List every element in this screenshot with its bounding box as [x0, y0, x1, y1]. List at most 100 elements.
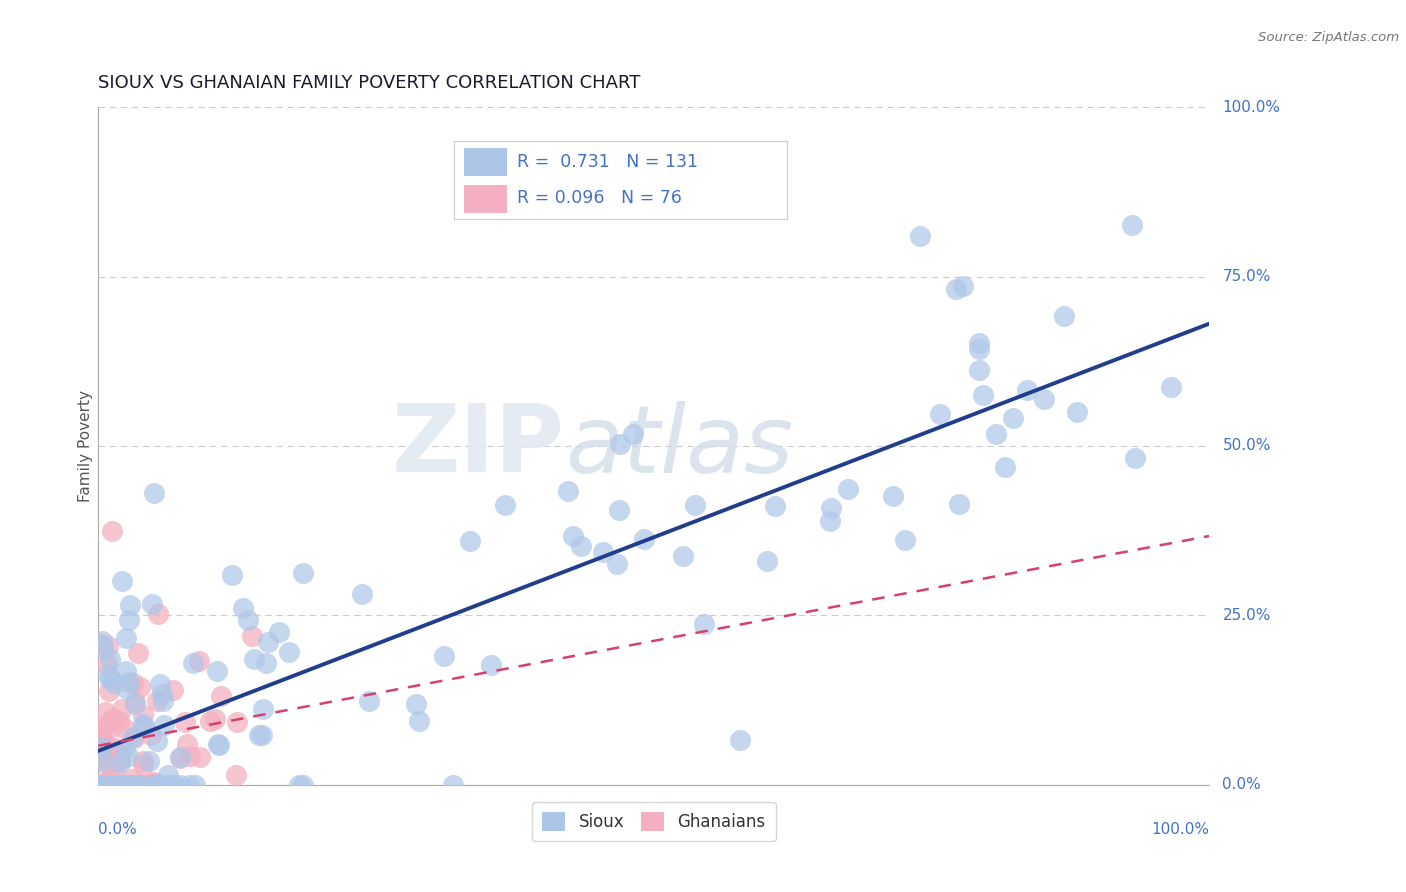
Point [98, 741, 121, 756]
Point [91, 778, 114, 792]
Point [125, 778, 148, 792]
Point [131, 754, 153, 768]
Point [98, 755, 121, 769]
Point [127, 646, 149, 660]
Point [122, 778, 145, 792]
Point [110, 778, 132, 792]
Point [148, 607, 170, 622]
Point [820, 501, 842, 516]
Point [205, 664, 228, 678]
Point [755, 554, 778, 568]
Point [1002, 411, 1025, 425]
Point [91, 735, 114, 749]
Point [441, 778, 464, 792]
Point [148, 778, 170, 792]
Point [155, 778, 177, 792]
Point [108, 756, 131, 770]
Point [110, 778, 132, 792]
Point [207, 737, 229, 751]
Text: atlas: atlas [565, 401, 793, 491]
Point [124, 778, 146, 792]
Point [494, 498, 516, 512]
Point [433, 648, 456, 663]
Point [1125, 450, 1147, 465]
Point [110, 778, 132, 792]
Point [91, 640, 114, 655]
Point [181, 656, 204, 670]
Point [207, 739, 229, 753]
Point [96, 657, 118, 671]
Text: 75.0%: 75.0% [1222, 269, 1271, 284]
Point [120, 778, 142, 792]
Point [97, 640, 120, 654]
Point [115, 632, 138, 646]
Point [1160, 379, 1182, 393]
Point [98, 652, 121, 666]
Point [93, 721, 115, 735]
Point [152, 694, 174, 708]
Point [176, 737, 198, 751]
Text: 0.0%: 0.0% [98, 822, 138, 838]
Point [139, 728, 162, 742]
Point [693, 616, 716, 631]
Point [98, 772, 121, 787]
Point [118, 613, 141, 627]
Point [908, 229, 931, 244]
Point [90, 778, 112, 792]
Point [1066, 405, 1088, 419]
Point [111, 574, 134, 588]
Point [292, 778, 315, 792]
Point [90, 728, 112, 742]
Point [97, 667, 120, 681]
Point [121, 778, 143, 792]
Point [952, 278, 974, 293]
Point [169, 750, 191, 764]
Point [257, 635, 280, 649]
Point [232, 600, 254, 615]
Point [117, 675, 139, 690]
Point [209, 690, 232, 704]
Y-axis label: Family Poverty: Family Poverty [77, 390, 93, 502]
Point [969, 362, 991, 376]
Point [150, 687, 173, 701]
Point [837, 483, 859, 497]
Point [132, 778, 155, 792]
Point [110, 778, 132, 792]
Point [90, 754, 112, 768]
Point [278, 645, 301, 659]
Point [243, 652, 266, 666]
Text: 25.0%: 25.0% [1222, 608, 1271, 623]
Point [967, 335, 990, 350]
Point [90, 725, 112, 739]
Point [134, 718, 156, 732]
Point [103, 778, 125, 792]
Point [96, 745, 118, 759]
Point [188, 749, 211, 764]
Point [145, 778, 167, 792]
Point [765, 499, 787, 513]
Point [91, 778, 114, 792]
Point [252, 702, 274, 716]
Point [479, 658, 502, 673]
Point [994, 459, 1017, 474]
Point [352, 587, 374, 601]
Point [571, 539, 593, 553]
Point [146, 778, 169, 792]
Point [198, 714, 221, 728]
Point [111, 778, 134, 792]
Point [96, 778, 118, 792]
Point [972, 388, 994, 402]
Text: ZIP: ZIP [392, 400, 565, 492]
Point [163, 778, 186, 792]
Point [112, 721, 135, 735]
Point [101, 720, 124, 734]
Point [606, 557, 628, 571]
Point [108, 748, 131, 763]
Point [98, 684, 121, 698]
Point [111, 702, 134, 716]
Point [103, 762, 125, 776]
Point [592, 544, 614, 558]
Point [114, 741, 136, 756]
Point [117, 749, 139, 764]
Point [894, 533, 917, 548]
